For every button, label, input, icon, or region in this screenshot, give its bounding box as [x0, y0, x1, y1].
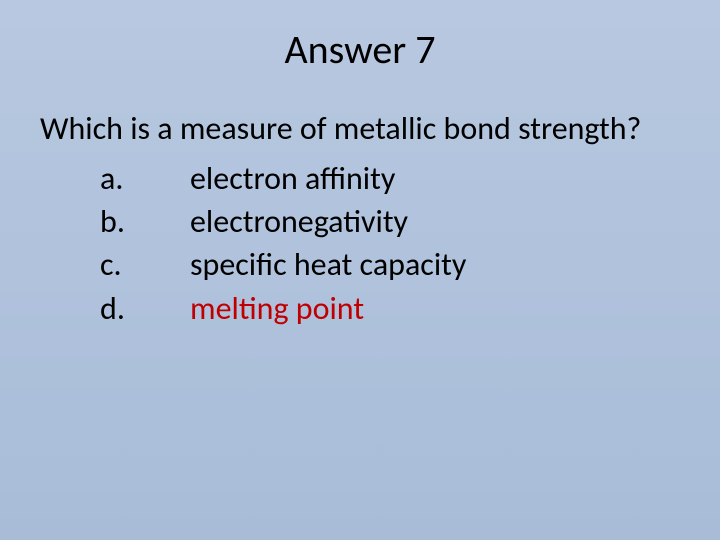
option-text: electronegativity	[190, 200, 408, 243]
option-b: b. electronegativity	[100, 200, 680, 243]
options-list: a. electron affinity b. electronegativit…	[40, 157, 680, 330]
option-text: specific heat capacity	[190, 243, 466, 286]
option-letter: d.	[100, 287, 190, 330]
option-d: d. melting point	[100, 287, 680, 330]
option-letter: b.	[100, 200, 190, 243]
option-text-correct: melting point	[190, 287, 364, 330]
option-letter: c.	[100, 243, 190, 286]
option-c: c. specific heat capacity	[100, 243, 680, 286]
option-a: a. electron affinity	[100, 157, 680, 200]
question-text: Which is a measure of metallic bond stre…	[40, 109, 680, 149]
option-letter: a.	[100, 157, 190, 200]
slide-title: Answer 7	[40, 25, 680, 74]
slide-container: Answer 7 Which is a measure of metallic …	[0, 0, 720, 540]
option-text: electron affinity	[190, 157, 395, 200]
